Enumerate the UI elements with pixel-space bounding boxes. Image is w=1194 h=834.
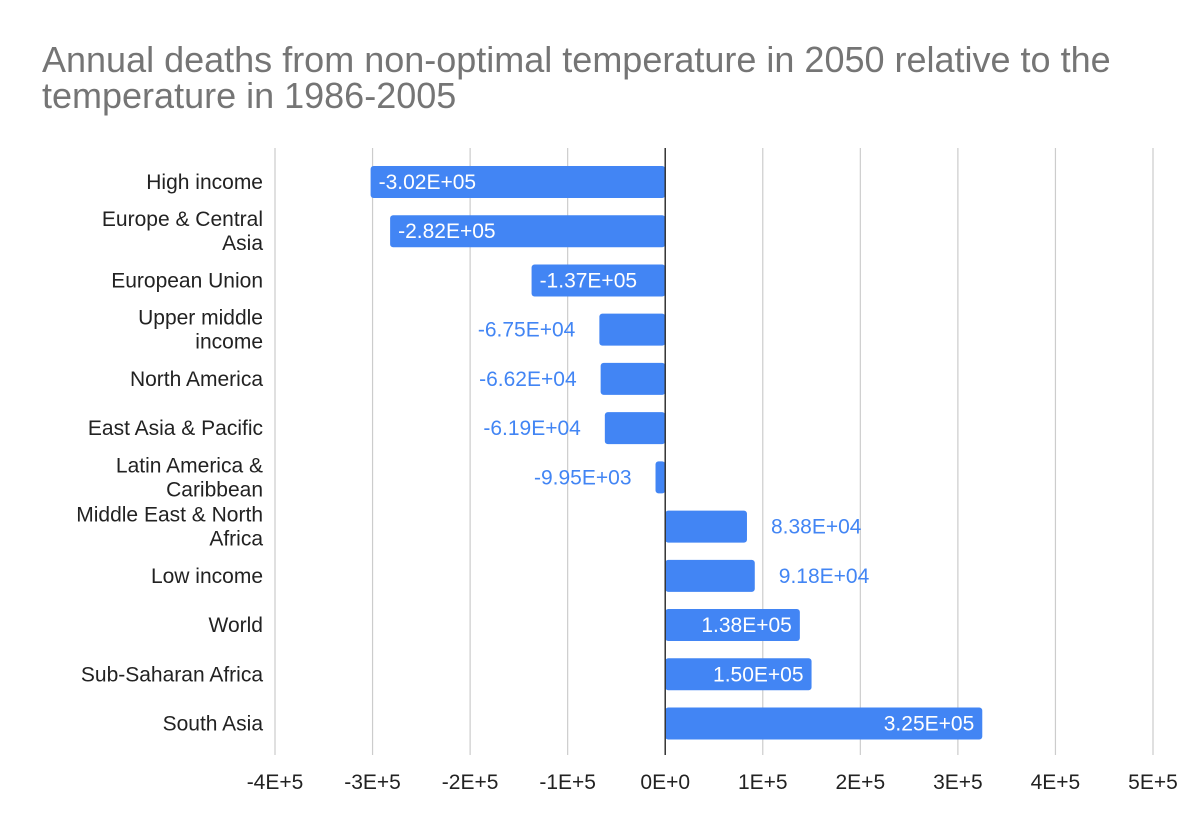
x-tick-label: 2E+5: [836, 771, 886, 794]
x-tick-label: -2E+5: [442, 771, 499, 794]
x-tick-labels: -4E+5 -3E+5 -2E+5 -1E+5 0E+0 1E+5 2E+5 3E+5 4E+5…: [247, 771, 1178, 794]
bar: [370, 166, 666, 198]
category-label: High income: [146, 171, 263, 194]
x-tick-label: 5E+5: [1128, 771, 1178, 794]
category-label: Upper middle income: [138, 307, 263, 354]
bar: [531, 264, 666, 297]
value-label: -6.19E+04: [483, 417, 581, 440]
x-tick-label: 3E+5: [933, 771, 983, 794]
category-labels: High income Europe & Central Asia European …: [76, 171, 263, 736]
value-label: -2.82E+05: [398, 220, 496, 243]
value-label: 1.38E+05: [701, 614, 792, 637]
value-label: 8.38E+04: [771, 516, 862, 539]
value-label: -1.37E+05: [540, 269, 638, 292]
value-label: -9.95E+03: [534, 466, 632, 489]
x-tick-label: -1E+5: [539, 771, 596, 794]
gridlines: [274, 148, 1154, 755]
category-label: South Asia: [163, 713, 264, 736]
category-label: North America: [130, 368, 263, 391]
chart-title: Annual deaths from non-optimal temperatu…: [42, 39, 1111, 116]
x-tick-label: -4E+5: [247, 771, 304, 794]
bar: [665, 609, 800, 642]
value-label: -3.02E+05: [379, 171, 477, 194]
bar: [665, 707, 983, 740]
category-label: Europe & Central Asia: [102, 208, 263, 255]
x-tick-label: -3E+5: [344, 771, 401, 794]
bar: [600, 362, 666, 395]
x-tick-label: 1E+5: [738, 771, 788, 794]
bar: [665, 510, 747, 543]
value-label: -6.62E+04: [479, 368, 577, 391]
x-tick-label: 0E+0: [640, 771, 690, 794]
value-label: -6.75E+04: [478, 319, 576, 342]
bar: [655, 461, 666, 494]
category-label: East Asia & Pacific: [88, 417, 263, 440]
category-label: Latin America & Caribbean: [116, 454, 263, 501]
category-label: World: [209, 614, 263, 637]
bar: [665, 559, 755, 592]
value-labels: -3.02E+05 -2.82E+05 -1.37E+05 -6.75E+04 -6.6…: [379, 171, 975, 736]
value-label: 3.25E+05: [884, 713, 975, 736]
bar: [599, 313, 666, 346]
x-tick-label: 4E+5: [1031, 771, 1081, 794]
category-label: Low income: [151, 565, 263, 588]
category-label: Middle East & North Africa: [76, 504, 263, 551]
category-label: European Union: [111, 269, 263, 292]
bars: [370, 166, 983, 740]
value-label: 1.50E+05: [713, 663, 804, 686]
bar: [390, 215, 666, 248]
bar: [604, 412, 666, 445]
category-label: Sub-Saharan Africa: [81, 663, 263, 686]
bar: [665, 658, 812, 691]
value-label: 9.18E+04: [779, 565, 870, 588]
